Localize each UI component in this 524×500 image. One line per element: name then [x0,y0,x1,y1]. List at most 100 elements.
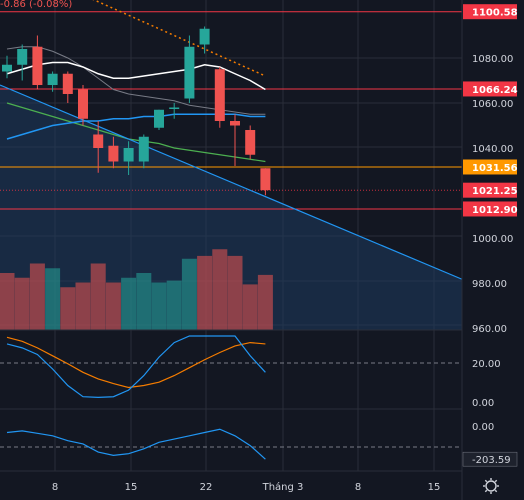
candle-body [32,46,43,85]
price-axis[interactable]: 1080.00 1060.00 1040.00 1000.00 980.00 960.00 [472,54,513,335]
horizontal-price-levels[interactable] [0,11,462,210]
candle[interactable] [260,168,271,196]
price-level-tag [463,201,517,217]
trend-lines[interactable] [0,0,463,280]
volume-bar [197,255,213,330]
candle[interactable] [214,67,225,128]
candle-body [169,107,180,109]
volume-bar [45,268,61,330]
price-level-tag [463,4,517,20]
candle-body [184,46,195,99]
volume-bar [60,287,76,330]
price-tick-label: 1080.00 [472,54,513,65]
volume-bar [75,282,91,330]
volume-bar [181,258,197,330]
price-level-tag-label: 1066.24 [472,85,518,96]
settings-button[interactable] [483,478,499,494]
time-tick-label: 8 [52,482,58,493]
volume-bar [90,263,106,330]
candle[interactable] [245,125,256,160]
candle-body [123,148,134,162]
osc2-last-value-tag [462,451,518,467]
time-tick-label: 8 [355,482,361,493]
price-level-tag-label: 1031.56 [472,163,518,174]
candle-body [17,49,28,65]
candle-body [2,64,12,72]
osc1-signal-line [6,336,266,389]
candle[interactable] [184,35,195,104]
time-tick-label: 15 [125,482,138,493]
candle[interactable] [2,55,12,79]
candle-body [78,89,88,119]
volume-bar [0,273,15,330]
volume-bars [0,249,273,330]
volume-bar [257,274,273,330]
candle[interactable] [32,35,43,90]
candle-body [93,134,104,148]
ma-fast-line [6,61,266,91]
candle[interactable] [93,121,104,173]
osc2-last-value-label: -203.59 [472,455,511,466]
oscillator-axis[interactable]: 20.00 0.00 0.00 -203.59 [462,359,518,467]
price-change-text: -0.86 (-0.08%) [0,0,72,10]
volume-bar [242,284,258,330]
oscillator-1-pane[interactable] [0,335,462,398]
candle-body [260,168,271,191]
candle[interactable] [123,141,134,175]
volume-bar [121,277,137,330]
candle[interactable] [78,85,88,126]
osc1-main-line [6,335,266,398]
price-level-tag [463,81,517,97]
time-tick-label: Tháng 3 [262,481,304,493]
candle-body [245,130,256,155]
volume-bar [212,249,228,330]
oscillator-2-pane[interactable] [0,428,462,460]
candle[interactable] [47,71,58,92]
price-tick-label: 980.00 [472,279,507,290]
volume-bar [14,277,30,330]
price-level-tags: 1100.58 1066.24 1031.56 1021.25 1012.90 [463,4,518,217]
candle[interactable] [230,114,240,166]
candle[interactable] [17,44,28,81]
candle[interactable] [108,136,119,169]
candle-body [154,109,164,128]
candle-body [47,73,58,85]
osc2-main-line [6,428,266,460]
volume-bar [151,282,167,330]
candlesticks[interactable] [2,26,271,196]
time-axis[interactable]: 8 15 22 Tháng 3 8 15 [52,481,441,493]
trend-line-dotted[interactable] [83,0,266,77]
candle[interactable] [199,26,210,54]
volume-bar [29,263,45,330]
price-tick-label: 1040.00 [472,144,513,155]
trend-line-blue[interactable] [0,84,463,280]
candle-body [199,28,210,45]
candle-body [62,73,73,94]
volume-bar [105,282,121,330]
volume-bar [136,273,152,330]
candle-body [230,121,240,126]
price-level-tag-label: 1012.90 [472,205,518,216]
candle[interactable] [62,71,73,104]
price-level-tag-label: 1100.58 [472,8,518,19]
osc1-tick-label: 0.00 [472,398,494,409]
gear-teeth [483,478,499,494]
candle-body [108,145,119,162]
gear-icon [485,480,497,492]
candle-body [138,136,149,162]
volume-bar [166,280,182,330]
osc2-tick-label: 0.00 [472,422,494,433]
osc1-tick-label: 20.00 [472,359,501,370]
price-level-tag [463,182,517,198]
volume-bar [227,255,243,330]
price-tick-label: 960.00 [472,324,507,335]
time-tick-label: 22 [200,482,213,493]
candle-body [214,69,225,121]
candle[interactable] [169,103,180,119]
candle[interactable] [154,109,164,130]
ma-green-line [6,102,266,163]
price-level-tag-label: 1021.25 [472,186,518,197]
candle[interactable] [138,134,149,169]
